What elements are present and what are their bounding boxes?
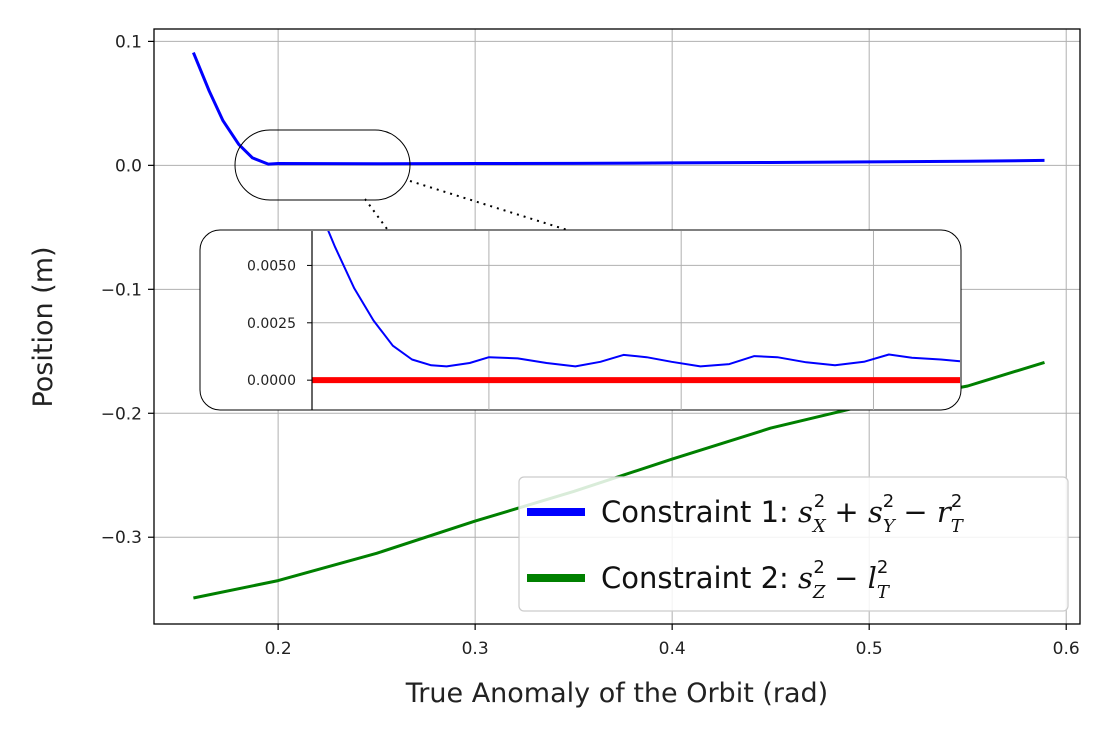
y-tick-label: −0.3 — [101, 528, 142, 548]
legend-prefix-constraint-1: Constraint 1: — [601, 495, 798, 529]
y-axis-title: Position (m) — [28, 246, 59, 407]
x-tick-label: 0.2 — [265, 639, 292, 659]
legend-label-constraint-2: Constraint 2: sZ2 − lT2 — [601, 557, 891, 603]
legend-label-constraint-1: Constraint 1: sX2 + sY2 − rT2 — [601, 491, 965, 537]
y-tick-label: 0.1 — [115, 32, 142, 52]
inset-series-line-constraint-1 — [327, 231, 960, 368]
y-tick-label: −0.2 — [101, 404, 142, 424]
legend-prefix-constraint-2: Constraint 2: — [601, 561, 798, 595]
inset-y-tick-label: 0.0050 — [247, 258, 296, 274]
main-axes-frame — [153, 28, 1081, 625]
x-tick-label: 0.5 — [856, 639, 883, 659]
x-tick-label: 0.4 — [659, 639, 686, 659]
inset-background — [199, 229, 962, 411]
inset-plot-lines — [312, 231, 960, 384]
legend: Constraint 1: sX2 + sY2 − rT2 Constraint… — [518, 476, 1069, 612]
y-tick-label: −0.1 — [101, 280, 142, 300]
x-tick-label: 0.6 — [1053, 639, 1080, 659]
x-axis-title: True Anomaly of the Orbit (rad) — [405, 678, 828, 709]
series-line-constraint-1 — [192, 52, 1045, 166]
x-tick-label: 0.3 — [462, 639, 489, 659]
legend-box — [518, 476, 1069, 612]
y-tick-label: 0.0 — [115, 156, 142, 176]
inset-ticks: 0.0000 0.0025 0.0050 — [247, 258, 312, 389]
inset-y-tick-label: 0.0025 — [247, 316, 296, 332]
main-ticks: 0.2 0.3 0.4 0.5 0.6 0.1 0.0 −0.1 −0.2 −0.3 — [101, 32, 1080, 659]
inset-y-tick-label: 0.0000 — [247, 373, 296, 389]
zoom-region-indicator — [234, 129, 411, 201]
inset-zoom-panel: 0.0000 0.0025 0.0050 — [199, 229, 962, 411]
zoom-connector-left — [364, 198, 391, 234]
zoom-connector-right — [409, 180, 578, 234]
